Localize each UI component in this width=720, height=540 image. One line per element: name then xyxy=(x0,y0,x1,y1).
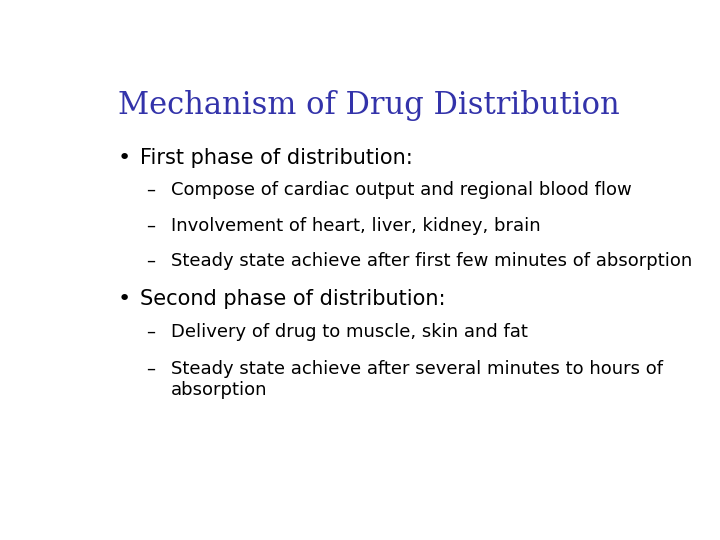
Text: –: – xyxy=(145,217,155,234)
Text: Steady state achieve after several minutes to hours of
absorption: Steady state achieve after several minut… xyxy=(171,360,663,399)
Text: Steady state achieve after first few minutes of absorption: Steady state achieve after first few min… xyxy=(171,252,692,270)
Text: Compose of cardiac output and regional blood flow: Compose of cardiac output and regional b… xyxy=(171,181,631,199)
Text: Second phase of distribution:: Second phase of distribution: xyxy=(140,289,446,309)
Text: –: – xyxy=(145,360,155,378)
Text: •: • xyxy=(118,148,131,168)
Text: –: – xyxy=(145,252,155,270)
Text: •: • xyxy=(118,289,131,309)
Text: Mechanism of Drug Distribution: Mechanism of Drug Distribution xyxy=(118,90,620,121)
Text: Delivery of drug to muscle, skin and fat: Delivery of drug to muscle, skin and fat xyxy=(171,322,528,341)
Text: –: – xyxy=(145,322,155,341)
Text: –: – xyxy=(145,181,155,199)
Text: Involvement of heart, liver, kidney, brain: Involvement of heart, liver, kidney, bra… xyxy=(171,217,541,234)
Text: First phase of distribution:: First phase of distribution: xyxy=(140,148,413,168)
